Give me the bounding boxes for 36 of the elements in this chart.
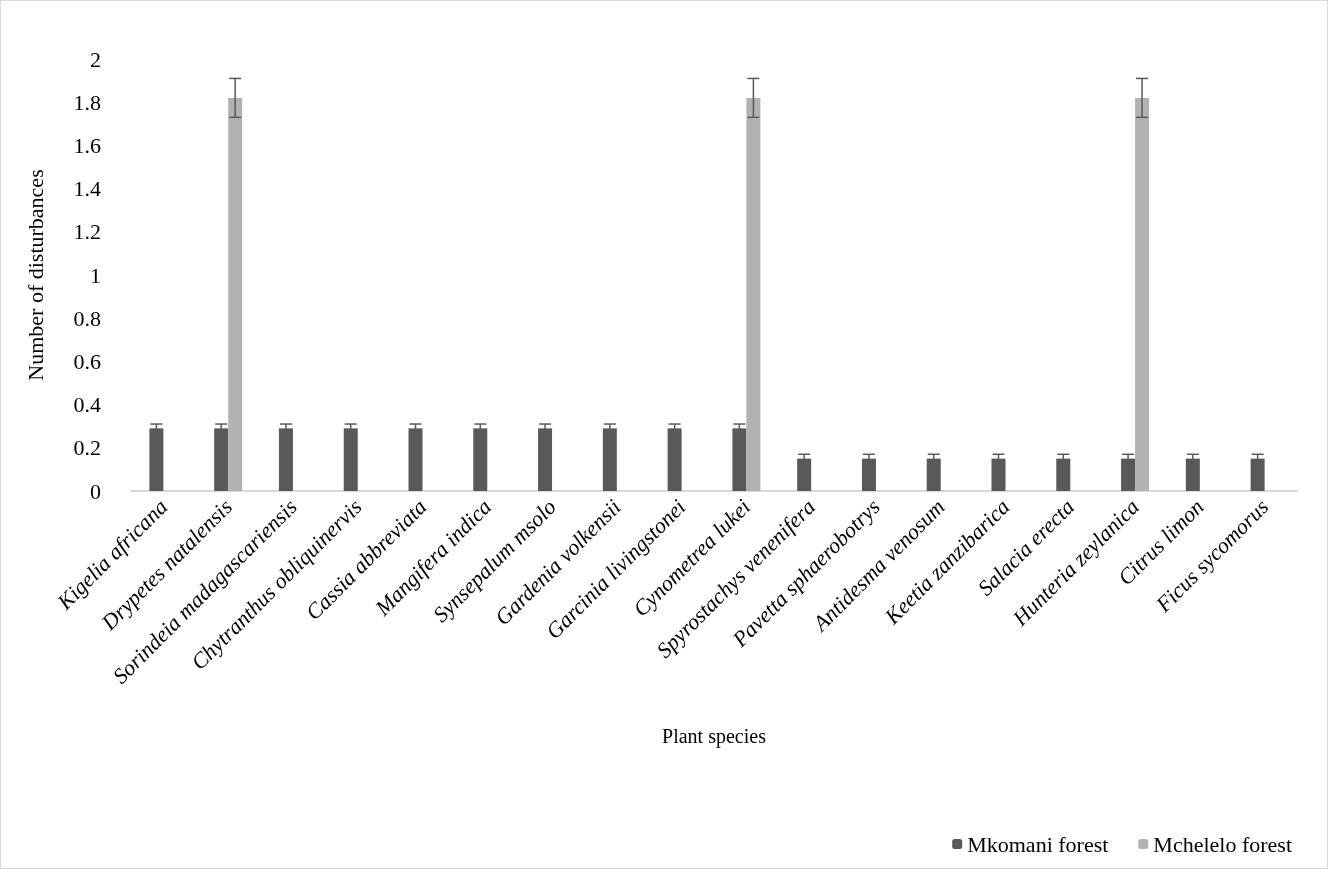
bar: [228, 97, 243, 491]
y-tick-label: 1.8: [73, 89, 101, 115]
bar: [732, 428, 747, 491]
y-tick-label: 2: [90, 46, 101, 72]
bar: [602, 428, 617, 491]
bar: [343, 428, 358, 491]
bar: [1135, 97, 1150, 491]
bar: [1056, 458, 1071, 491]
y-tick-label: 1.4: [73, 176, 101, 202]
y-tick-label: 0.8: [73, 305, 101, 331]
bar: [149, 428, 164, 491]
bar: [667, 428, 682, 491]
bar: [408, 428, 423, 491]
bar: [746, 97, 761, 491]
bar: [473, 428, 488, 491]
y-tick-label: 0.2: [73, 435, 101, 461]
bar: [214, 428, 229, 491]
bar: [278, 428, 293, 491]
bar: [538, 428, 553, 491]
legend-label: Mchelelo forest: [1153, 831, 1292, 857]
y-tick-label: 1: [90, 262, 101, 288]
y-tick-label: 1.6: [73, 132, 101, 158]
x-axis-title: Plant species: [662, 725, 767, 748]
bar: [1185, 458, 1200, 491]
bar: [861, 458, 876, 491]
bar: [926, 458, 941, 491]
bar: [797, 458, 812, 491]
y-axis-title: Number of disturbances: [22, 169, 48, 381]
y-tick-label: 0.4: [73, 392, 101, 418]
bar: [991, 458, 1006, 491]
y-tick-label: 0: [90, 478, 101, 504]
bar: [1121, 458, 1136, 491]
legend-label: Mkomani forest: [967, 831, 1109, 857]
y-tick-label: 0.6: [73, 348, 101, 374]
bar: [1250, 458, 1265, 491]
y-tick-label: 1.2: [73, 219, 101, 245]
